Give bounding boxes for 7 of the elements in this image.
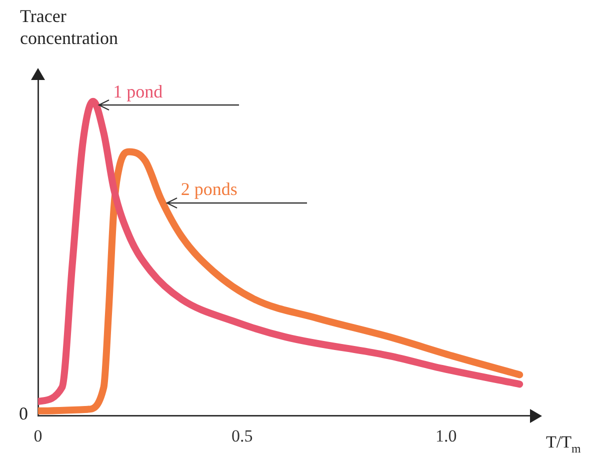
series-label: 1 pond	[113, 81, 163, 102]
y-axis-title: Tracer concentration	[20, 6, 118, 48]
text: 0	[19, 404, 28, 424]
x-tick-label: 1.0	[436, 426, 457, 446]
x-tick-label: 0	[34, 426, 42, 446]
series-label: 2 ponds	[180, 178, 238, 199]
x-tick-label: 0.5	[231, 426, 253, 446]
